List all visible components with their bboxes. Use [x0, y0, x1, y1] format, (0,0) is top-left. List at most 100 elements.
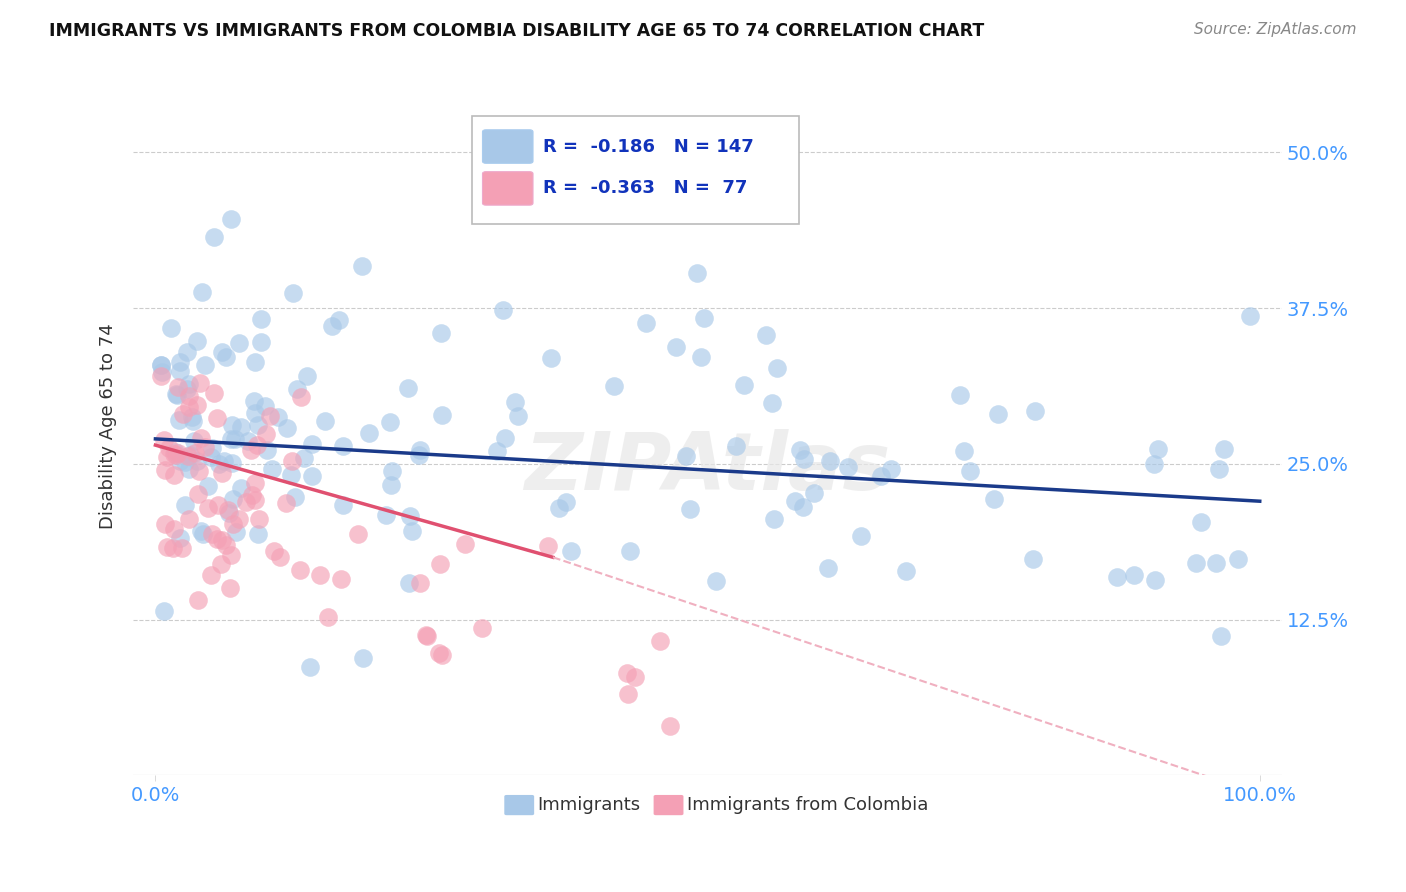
Text: Immigrants from Colombia: Immigrants from Colombia	[688, 797, 928, 814]
Point	[332, 498, 354, 512]
Point	[314, 414, 336, 428]
Point	[953, 444, 976, 458]
Point	[318, 610, 340, 624]
Point	[491, 303, 513, 318]
Point	[1143, 457, 1166, 471]
Point	[679, 502, 702, 516]
Point	[725, 439, 748, 453]
Point	[169, 531, 191, 545]
Point	[256, 443, 278, 458]
Point	[1239, 309, 1261, 323]
Point	[222, 492, 245, 507]
Point	[949, 388, 972, 402]
Point	[169, 454, 191, 468]
Text: Immigrants: Immigrants	[537, 797, 641, 814]
Point	[398, 575, 420, 590]
Point	[603, 378, 626, 392]
Point	[959, 464, 981, 478]
Point	[197, 500, 219, 515]
Point	[179, 462, 201, 476]
Point	[399, 508, 422, 523]
Point	[191, 285, 214, 299]
Point	[235, 495, 257, 509]
Point	[218, 506, 240, 520]
Point	[347, 526, 370, 541]
Point	[429, 558, 451, 572]
Point	[157, 441, 180, 455]
Point	[194, 358, 217, 372]
Point	[792, 500, 814, 514]
Point	[793, 451, 815, 466]
Point	[849, 529, 872, 543]
Point	[221, 418, 243, 433]
Point	[224, 433, 246, 447]
Point	[350, 259, 373, 273]
Point	[1211, 629, 1233, 643]
Point	[503, 395, 526, 409]
Point	[202, 385, 225, 400]
Point	[276, 421, 298, 435]
Point	[201, 441, 224, 455]
Point	[485, 443, 508, 458]
Point	[214, 350, 236, 364]
Point	[263, 544, 285, 558]
Point	[692, 311, 714, 326]
Point	[430, 648, 453, 662]
Point	[218, 581, 240, 595]
FancyBboxPatch shape	[482, 171, 533, 205]
Point	[176, 345, 198, 359]
Point	[285, 383, 308, 397]
Point	[308, 568, 330, 582]
Point	[321, 318, 343, 333]
Point	[173, 499, 195, 513]
Point	[380, 477, 402, 491]
Point	[202, 230, 225, 244]
Point	[228, 336, 250, 351]
Point	[755, 327, 778, 342]
Point	[987, 407, 1010, 421]
Point	[409, 575, 432, 590]
Point	[163, 468, 186, 483]
Point	[396, 381, 419, 395]
Point	[201, 526, 224, 541]
Point	[636, 316, 658, 330]
Point	[427, 646, 450, 660]
Point	[332, 439, 354, 453]
Point	[803, 485, 825, 500]
Point	[298, 660, 321, 674]
Point	[214, 454, 236, 468]
Point	[254, 426, 277, 441]
Point	[162, 541, 184, 555]
Point	[191, 526, 214, 541]
Point	[415, 629, 437, 643]
Point	[689, 350, 711, 364]
Point	[837, 459, 859, 474]
Point	[247, 512, 270, 526]
Point	[1189, 515, 1212, 529]
Point	[179, 449, 201, 463]
Point	[288, 563, 311, 577]
Point	[267, 409, 290, 424]
Point	[357, 425, 380, 440]
Point	[616, 665, 638, 680]
FancyBboxPatch shape	[505, 795, 534, 815]
Point	[247, 527, 270, 541]
Point	[243, 406, 266, 420]
Point	[211, 466, 233, 480]
Point	[1205, 556, 1227, 570]
Point	[207, 410, 229, 425]
Point	[817, 560, 839, 574]
Point	[167, 412, 190, 426]
Point	[292, 451, 315, 466]
Point	[152, 604, 174, 618]
Point	[186, 334, 208, 348]
Point	[619, 544, 641, 558]
Point	[208, 457, 231, 471]
Point	[409, 442, 432, 457]
Point	[624, 671, 647, 685]
Point	[166, 387, 188, 401]
Point	[329, 572, 352, 586]
Point	[219, 211, 242, 226]
Point	[560, 543, 582, 558]
Point	[733, 378, 755, 392]
